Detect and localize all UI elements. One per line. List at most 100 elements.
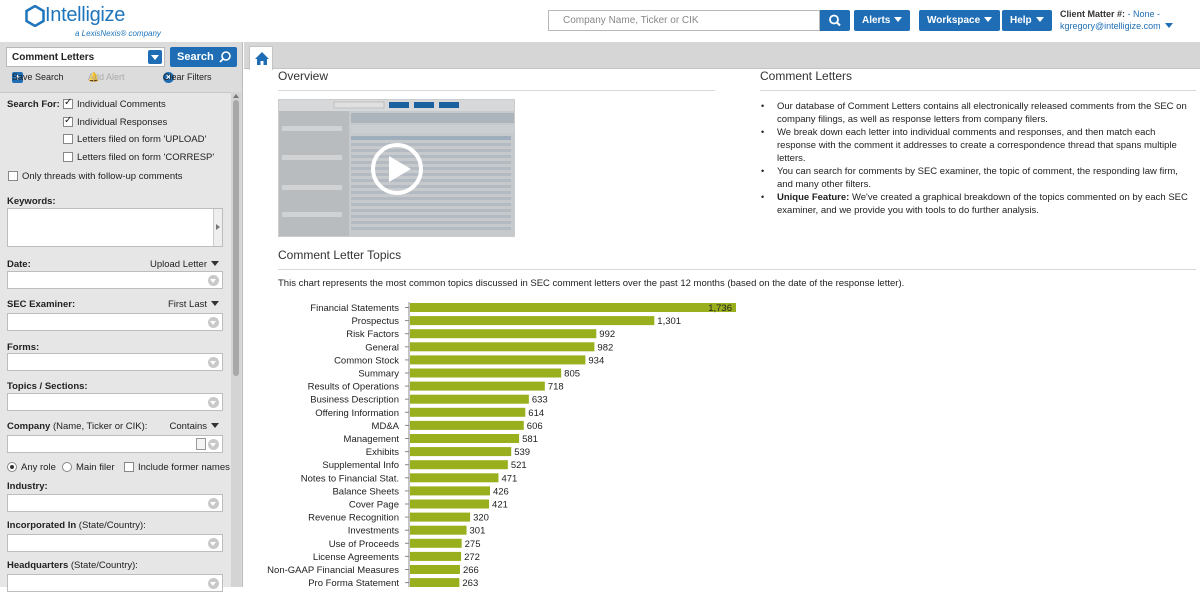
document-type-select[interactable]: Comment Letters (6, 47, 165, 67)
checkbox-individual-comments[interactable] (63, 97, 73, 109)
help-button[interactable]: Help (1002, 10, 1052, 31)
chart-bar[interactable] (410, 512, 471, 522)
chart-bar[interactable] (410, 578, 460, 587)
chevron-down-icon[interactable] (208, 357, 219, 368)
chart-bar[interactable] (410, 368, 562, 378)
incorporated-input[interactable] (7, 534, 223, 552)
chart-value-label: 266 (463, 565, 479, 576)
chart-bar[interactable] (410, 407, 526, 417)
chevron-down-icon (894, 17, 903, 22)
examiner-mode-select[interactable]: First Last (168, 299, 219, 310)
checkbox-former-names[interactable] (124, 462, 134, 472)
radio-main-filer[interactable] (62, 462, 72, 472)
chart-bar[interactable] (410, 342, 595, 352)
checkbox-followup-only[interactable] (8, 171, 18, 181)
chevron-down-icon (211, 301, 219, 306)
radio-any-role[interactable] (7, 462, 17, 472)
chart-category-label: Prospectus (351, 316, 399, 327)
client-matter-value[interactable]: - None - (1127, 9, 1161, 19)
chart-value-label: 263 (462, 578, 478, 587)
chart-bar[interactable] (410, 434, 520, 443)
headquarters-input[interactable] (7, 574, 223, 592)
chart-description: This chart represents the most common to… (278, 278, 905, 289)
chart-bar[interactable] (410, 355, 586, 365)
list-icon[interactable] (196, 438, 206, 450)
chart-category-label: Investments (348, 526, 399, 537)
chart-value-label: 718 (548, 382, 564, 393)
bell-icon: 🔔 (88, 72, 100, 82)
company-mode-select[interactable]: Contains (170, 421, 219, 432)
brand-name: Intelligize (45, 4, 126, 26)
chevron-down-icon (211, 423, 219, 428)
overview-title: Overview (278, 69, 329, 83)
chart-bar[interactable] (410, 551, 462, 561)
chart-bar[interactable] (410, 303, 736, 312)
checkbox-label: Only threads with follow-up comments (22, 171, 183, 182)
workspace-button[interactable]: Workspace (919, 10, 1001, 31)
chart-bar[interactable] (410, 525, 467, 535)
alerts-button[interactable]: Alerts (854, 10, 911, 31)
chevron-down-icon[interactable] (208, 578, 219, 589)
scrollbar-thumb[interactable] (233, 100, 239, 376)
dropdown-toggle[interactable] (148, 50, 162, 64)
chevron-down-icon[interactable] (208, 439, 219, 450)
topics-bar-chart: Financial Statements 1,736 Prospectus 1,301… (267, 302, 736, 587)
user-menu[interactable]: kgregory@intelligize.com (1060, 21, 1173, 31)
chart-value-label: 421 (492, 500, 508, 511)
chart-bar[interactable] (410, 381, 545, 391)
chart-value-label: 614 (528, 408, 544, 419)
chart-bar[interactable] (410, 447, 512, 457)
industry-label: Industry: (7, 481, 48, 492)
forms-label: Forms: (7, 342, 40, 353)
chart-value-label: 471 (501, 473, 517, 484)
topics-input[interactable] (7, 393, 223, 411)
global-search-button[interactable] (820, 10, 850, 31)
main-content: Overview (244, 42, 1200, 587)
chart-bar[interactable] (410, 394, 529, 404)
chevron-down-icon[interactable] (208, 317, 219, 328)
chart-category-label: Pro Forma Statement (308, 578, 399, 587)
checkbox-upload-letters[interactable] (63, 134, 73, 144)
forms-input[interactable] (7, 353, 223, 371)
sidebar-actions: + Save Search 🔔 Add Alert × Clear Filters (12, 72, 212, 83)
chevron-down-icon[interactable] (208, 275, 219, 286)
chart-bar[interactable] (410, 329, 597, 339)
overview-video-thumbnail[interactable] (278, 99, 515, 237)
chart-bar[interactable] (410, 316, 655, 326)
sec-examiner-label: SEC Examiner: (7, 299, 76, 310)
sidebar-search-button[interactable]: Search (170, 47, 237, 67)
chart-bar[interactable] (410, 460, 508, 470)
chart-bar[interactable] (410, 565, 460, 574)
chart-value-label: 606 (527, 421, 543, 432)
industry-input[interactable] (7, 494, 223, 512)
chart-category-label: Use of Proceeds (329, 539, 399, 550)
scroll-up-icon[interactable] (233, 94, 239, 98)
company-input[interactable] (7, 435, 223, 453)
chart-bar[interactable] (410, 420, 524, 430)
tab-home[interactable] (249, 46, 273, 70)
chart-bar[interactable] (410, 499, 490, 509)
chart-bar[interactable] (410, 486, 490, 496)
keywords-input[interactable] (7, 208, 223, 247)
date-input[interactable] (7, 271, 223, 289)
global-search-input[interactable]: Company Name, Ticker or CIK (548, 10, 820, 31)
chart-value-label: 633 (532, 395, 548, 406)
chevron-down-icon[interactable] (208, 498, 219, 509)
checkbox-corresp-letters[interactable] (63, 152, 73, 162)
chart-category-label: Results of Operations (308, 382, 400, 393)
date-mode-select[interactable]: Upload Letter (150, 259, 219, 270)
sec-examiner-input[interactable] (7, 313, 223, 331)
chevron-down-icon[interactable] (208, 397, 219, 408)
checkbox-label: Include former names (138, 462, 230, 473)
chart-bar[interactable] (410, 473, 499, 483)
sidebar-scrollbar[interactable] (231, 92, 241, 587)
video-preview-icon (279, 100, 514, 236)
chart-bar[interactable] (410, 538, 462, 548)
home-icon (255, 52, 269, 65)
chevron-down-icon[interactable] (208, 538, 219, 549)
checkbox-label: Letters filed on form 'UPLOAD' (77, 134, 207, 145)
divider (278, 90, 715, 91)
intelligize-logo[interactable]: Intelligize a LexisNexis® company (25, 3, 161, 39)
checkbox-individual-responses[interactable] (63, 115, 73, 127)
search-for-label: Search For: (7, 99, 60, 110)
